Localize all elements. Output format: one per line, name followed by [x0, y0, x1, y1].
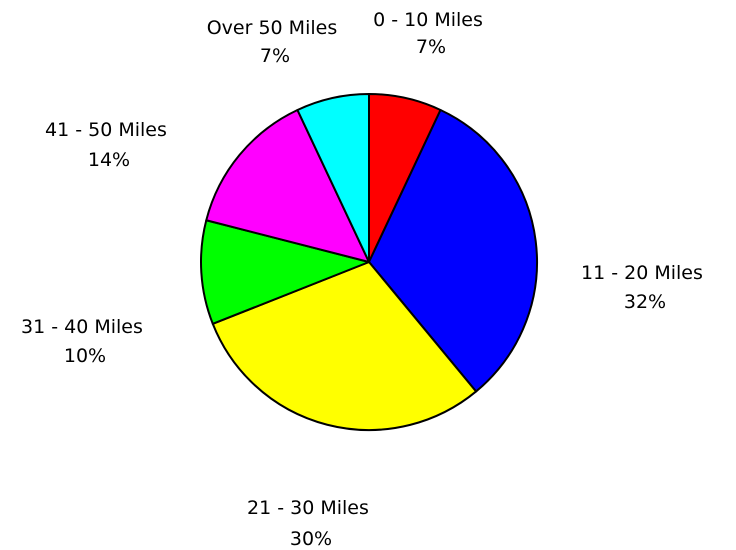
label-21-30-miles: 21 - 30 Miles 30%	[247, 497, 375, 550]
pie-slices	[200, 93, 539, 432]
label-0-10-miles: 0 - 10 Miles 7%	[373, 9, 489, 58]
pie-labels: 0 - 10 Miles 7% 11 - 20 Miles 32% 21 - 3…	[21, 9, 709, 550]
slice-31-40-miles	[200, 219, 370, 325]
slice-11-20-miles	[368, 108, 539, 393]
slice-41-50-miles	[205, 108, 370, 263]
slice-21-30-miles	[211, 261, 478, 432]
label-over-50-miles: Over 50 Miles 7%	[207, 17, 344, 67]
label-11-20-miles: 11 - 20 Miles 32%	[581, 262, 709, 313]
label-41-50-miles: 41 - 50 Miles 14%	[45, 119, 173, 171]
label-31-40-miles: 31 - 40 Miles 10%	[21, 316, 149, 367]
slice-over-50-miles	[296, 93, 370, 263]
